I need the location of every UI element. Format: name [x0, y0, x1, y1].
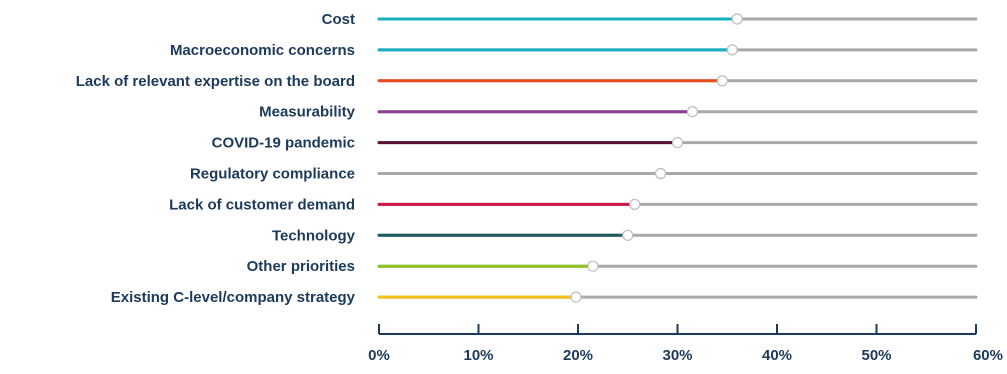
x-axis: 0% 10% 20% 30% 40% 50% 60%	[368, 324, 1003, 364]
chart-row: Existing C-level/company strategy	[111, 289, 978, 306]
category-label: COVID-19 pandemic	[212, 135, 355, 152]
chart-row: Technology	[272, 227, 978, 244]
chart-row: Macroeconomic concerns	[170, 42, 978, 59]
x-tick-label: 0%	[368, 347, 390, 364]
x-tick-label: 40%	[762, 347, 792, 364]
category-label: Regulatory compliance	[190, 166, 355, 183]
x-tick-label: 50%	[861, 347, 891, 364]
chart-row: Regulatory compliance	[190, 166, 978, 183]
chart-row: Other priorities	[247, 258, 978, 275]
category-label: Existing C-level/company strategy	[111, 289, 356, 306]
x-tick-label: 20%	[563, 347, 593, 364]
category-label: Lack of customer demand	[169, 196, 355, 213]
bar-marker	[716, 75, 728, 87]
chart-row: COVID-19 pandemic	[212, 135, 978, 152]
category-label: Other priorities	[247, 258, 355, 275]
category-label: Technology	[272, 227, 356, 244]
category-label: Cost	[322, 11, 355, 28]
category-label: Measurability	[259, 104, 356, 121]
bar-marker	[731, 13, 743, 25]
bar-marker	[570, 291, 582, 303]
x-tick-label: 30%	[662, 347, 692, 364]
chart-rows: Cost Macroeconomic concerns Lack of releva…	[76, 11, 978, 306]
bar-marker	[587, 260, 599, 272]
category-label: Lack of relevant expertise on the board	[76, 73, 355, 90]
chart-row: Lack of customer demand	[169, 196, 978, 213]
chart-row: Measurability	[259, 104, 978, 121]
x-tick-label: 10%	[463, 347, 493, 364]
bar-marker	[671, 137, 684, 149]
bar-marker	[622, 229, 634, 241]
x-tick-label: 60%	[973, 347, 1003, 364]
chart-row: Lack of relevant expertise on the board	[76, 73, 978, 90]
chart-row: Cost	[322, 11, 978, 28]
bar-marker	[629, 198, 641, 210]
category-label: Macroeconomic concerns	[170, 42, 355, 59]
bar-marker	[686, 106, 699, 118]
bar-marker	[726, 44, 738, 56]
bar-marker	[654, 167, 667, 180]
